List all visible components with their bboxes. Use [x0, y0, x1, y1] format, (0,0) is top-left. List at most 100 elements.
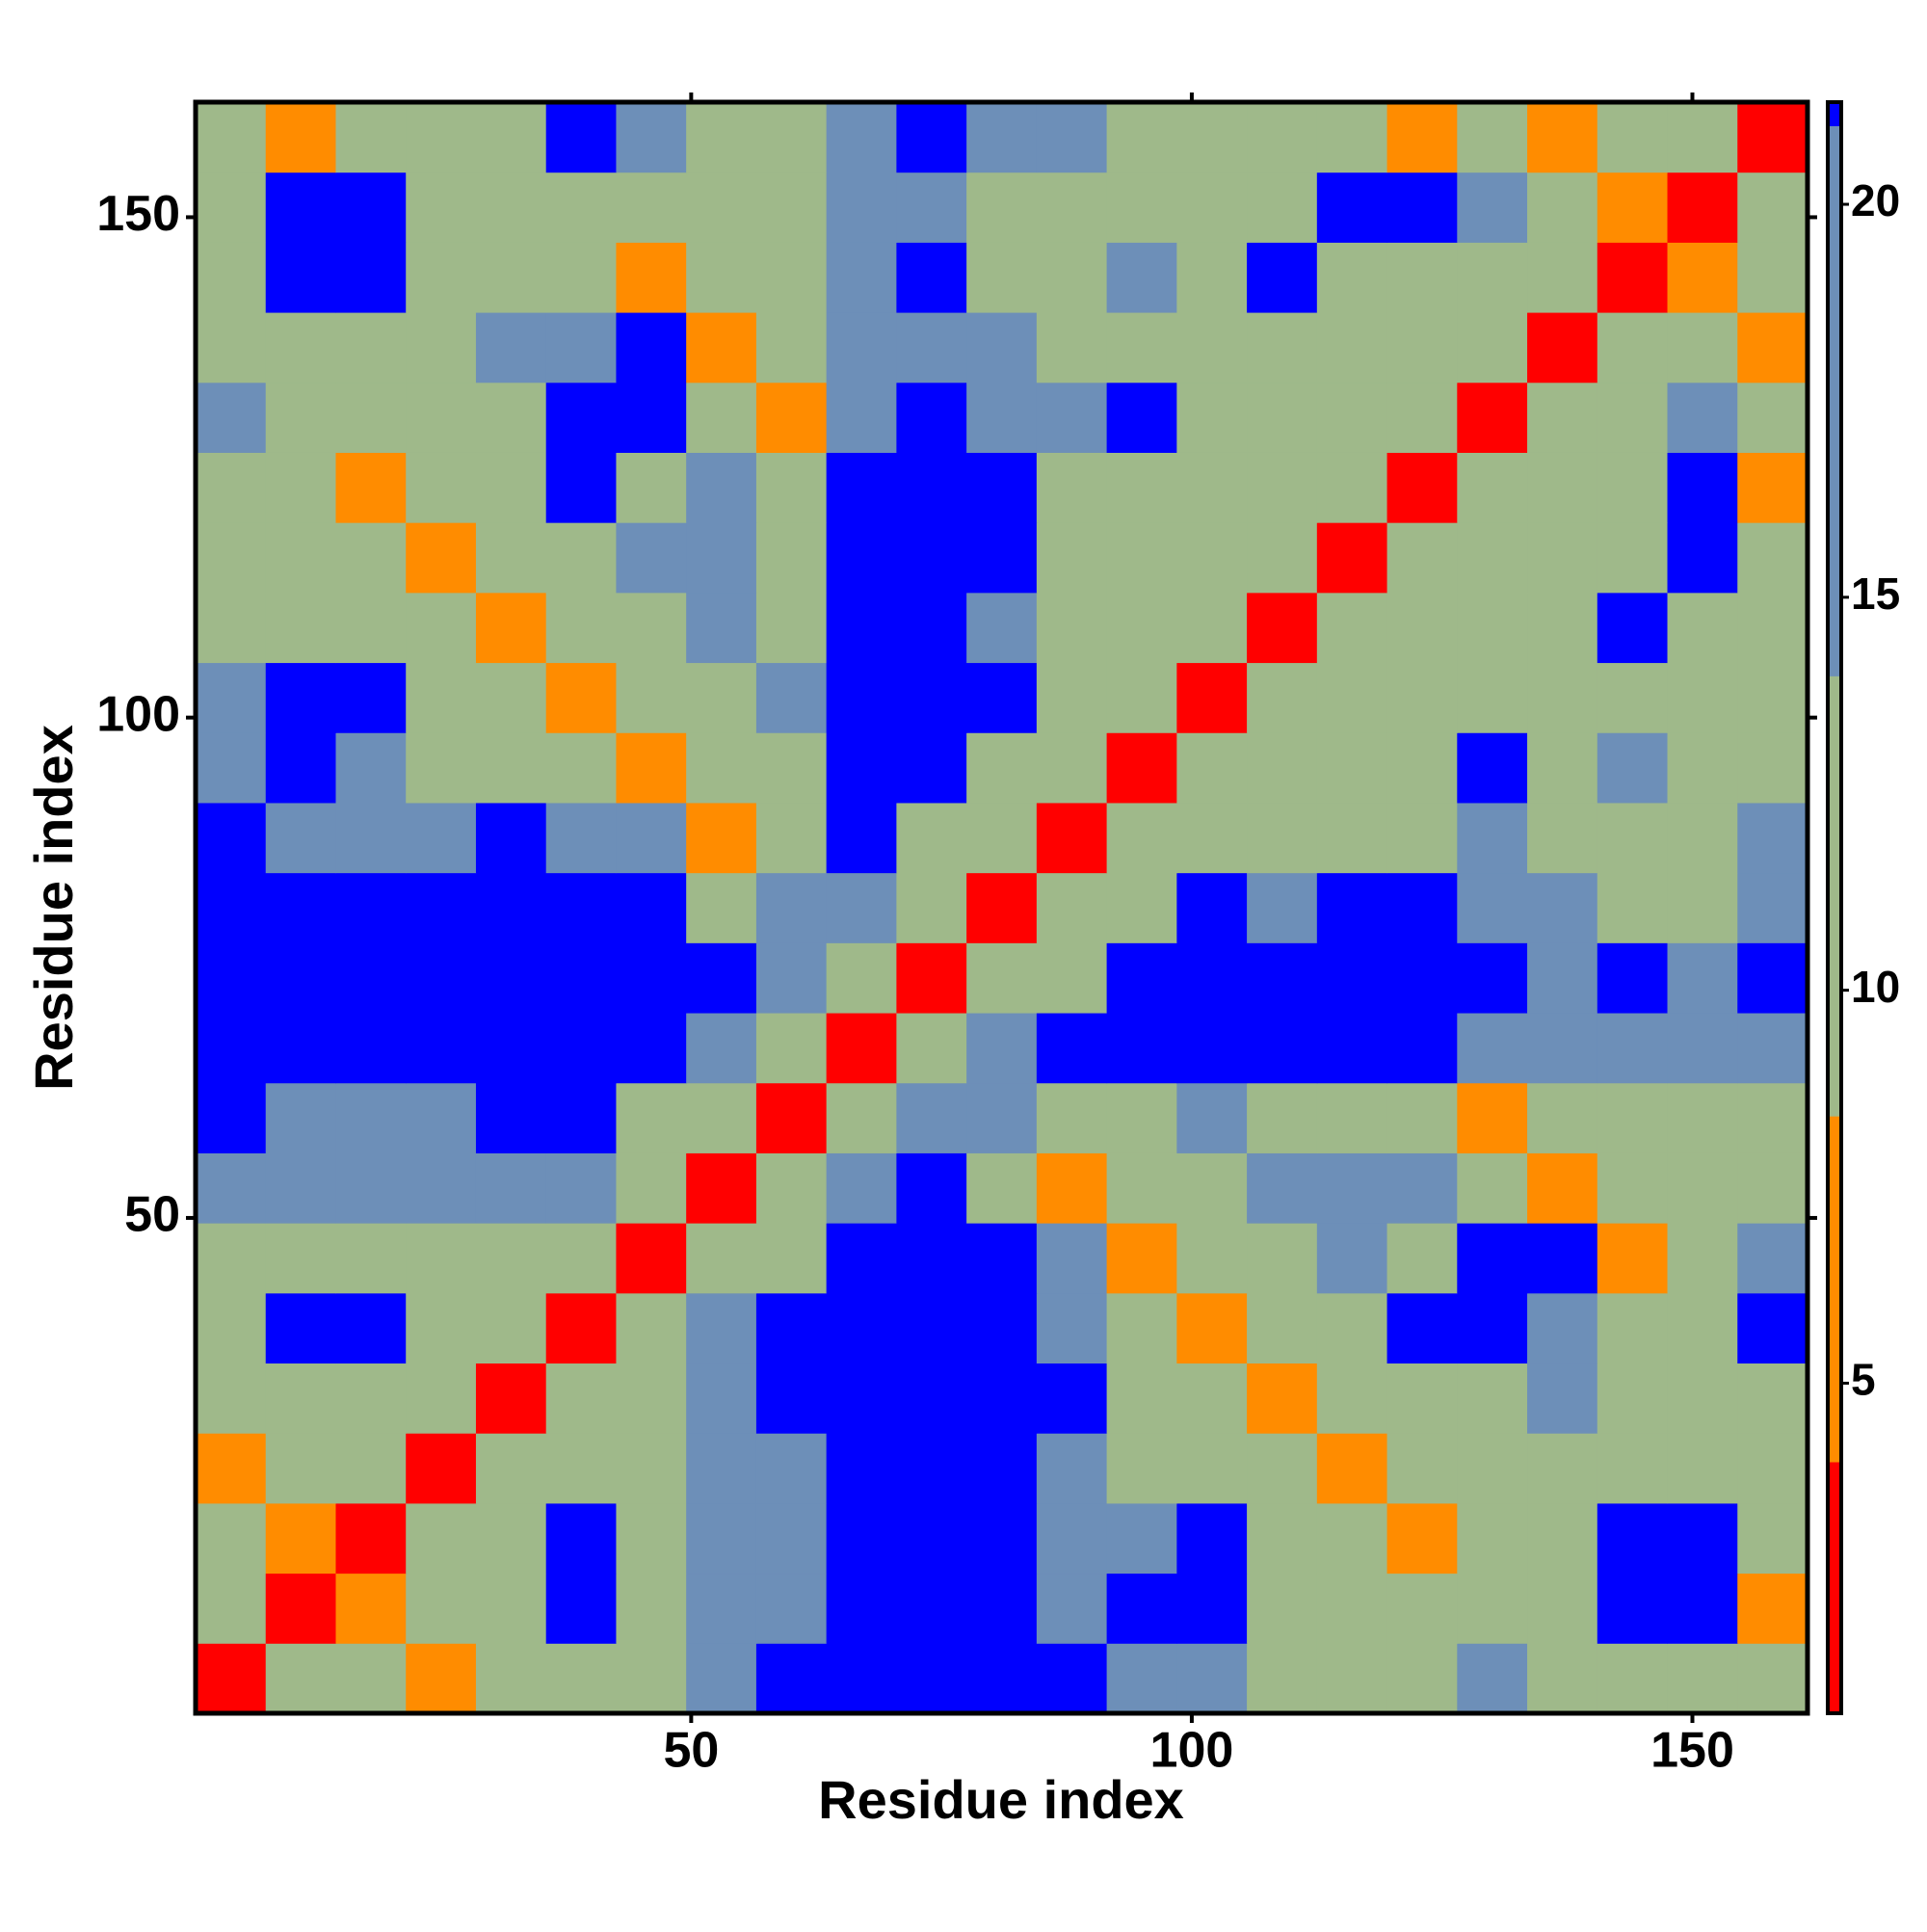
heatmap-cell — [1316, 942, 1388, 1014]
heatmap-cell — [1036, 1013, 1108, 1084]
heatmap-cell — [755, 942, 828, 1014]
colorbar-segment — [1828, 1462, 1841, 1714]
heatmap-cell — [475, 172, 547, 243]
heatmap-cell — [265, 732, 336, 804]
heatmap-cell — [1386, 732, 1458, 804]
heatmap-cell — [1036, 242, 1108, 313]
heatmap-cell — [1527, 1433, 1598, 1504]
heatmap-cell — [1316, 872, 1388, 943]
heatmap-cell — [826, 1223, 897, 1294]
heatmap-cell — [1036, 102, 1108, 173]
heatmap-cell — [1176, 312, 1248, 384]
heatmap-cell — [826, 1013, 897, 1084]
heatmap-cell — [616, 1433, 687, 1504]
heatmap-cell — [1106, 1363, 1177, 1434]
heatmap-cell — [196, 1152, 267, 1224]
heatmap-cell — [616, 382, 687, 453]
heatmap-cell — [755, 1152, 828, 1224]
heatmap-cell — [1457, 102, 1528, 173]
heatmap-cell — [826, 802, 897, 874]
heatmap-cell — [335, 312, 407, 384]
heatmap-cell — [1036, 942, 1108, 1014]
heatmap-cell — [966, 102, 1038, 173]
heatmap-cell — [1386, 592, 1458, 664]
heatmap-cell — [966, 1363, 1038, 1434]
heatmap-cell — [1036, 1223, 1108, 1294]
heatmap-cell — [1667, 872, 1738, 943]
heatmap-cell — [1106, 1152, 1177, 1224]
heatmap-cell — [1457, 1082, 1528, 1153]
heatmap-cell — [966, 732, 1038, 804]
heatmap-cell — [826, 1502, 897, 1575]
heatmap-cell — [1247, 1573, 1318, 1644]
heatmap-cell — [826, 1433, 897, 1504]
heatmap-cell — [335, 1363, 407, 1434]
heatmap-cell — [826, 172, 897, 243]
heatmap-cell — [896, 1223, 967, 1294]
heatmap-cell — [1597, 312, 1669, 384]
heatmap-cell — [196, 1502, 267, 1575]
heatmap-cell — [335, 1152, 407, 1224]
heatmap-cell — [1106, 1013, 1177, 1084]
heatmap-cell — [196, 1223, 267, 1294]
heatmap-cell — [1737, 1013, 1808, 1084]
heatmap-cell — [1737, 942, 1808, 1014]
heatmap-cell — [686, 732, 757, 804]
heatmap-cell — [896, 242, 967, 313]
heatmap-cell — [1597, 1013, 1669, 1084]
heatmap-cell — [1597, 802, 1669, 874]
heatmap-cell — [1667, 732, 1738, 804]
heatmap-cell — [1247, 732, 1318, 804]
heatmap-cell — [335, 242, 407, 313]
heatmap-cell — [1247, 592, 1318, 664]
heatmap-cell — [475, 1292, 547, 1364]
colorbar-tick-label: 10 — [1851, 962, 1900, 1012]
heatmap-cell — [475, 102, 547, 173]
heatmap-cell — [1667, 1152, 1738, 1224]
heatmap-cell — [616, 102, 687, 173]
heatmap-cell — [1316, 522, 1388, 594]
heatmap-cell — [406, 312, 477, 384]
heatmap-cell — [265, 872, 336, 943]
heatmap-cell — [1667, 1433, 1738, 1504]
heatmap-cell — [1527, 942, 1598, 1014]
heatmap-cell — [966, 1082, 1038, 1153]
heatmap-cell — [196, 172, 267, 243]
heatmap-cell — [196, 1573, 267, 1644]
heatmap-cell — [896, 732, 967, 804]
heatmap-cell — [265, 1152, 336, 1224]
heatmap-cell — [1176, 1502, 1248, 1575]
heatmap-cell — [1106, 1643, 1177, 1714]
heatmap-cell — [1457, 522, 1528, 594]
heatmap-cell — [1036, 1152, 1108, 1224]
heatmap-cell — [755, 1363, 828, 1434]
heatmap-cell — [475, 732, 547, 804]
heatmap-cell — [896, 382, 967, 453]
heatmap-cell — [966, 1643, 1038, 1714]
heatmap-cell — [1527, 312, 1598, 384]
heatmap-cell — [1106, 872, 1177, 943]
heatmap-cell — [1176, 102, 1248, 173]
colorbar-segment — [1828, 125, 1841, 676]
heatmap-cell — [1247, 522, 1318, 594]
heatmap-cell — [406, 1363, 477, 1434]
heatmap-cell — [966, 872, 1038, 943]
heatmap-cell — [1176, 172, 1248, 243]
heatmap-cell — [826, 1643, 897, 1714]
heatmap-cell — [1457, 942, 1528, 1014]
heatmap-cell — [1737, 1502, 1808, 1575]
heatmap-cell — [545, 1292, 617, 1364]
heatmap-cell — [826, 1152, 897, 1224]
heatmap-cell — [826, 872, 897, 943]
heatmap-cell — [475, 312, 547, 384]
heatmap-cell — [1247, 1502, 1318, 1575]
heatmap-cell — [1667, 102, 1738, 173]
heatmap-cell — [826, 102, 897, 173]
heatmap-cell — [896, 1363, 967, 1434]
heatmap-cell — [335, 1573, 407, 1644]
heatmap-cell — [1737, 1433, 1808, 1504]
heatmap-cell — [1316, 662, 1388, 733]
heatmap-cell — [196, 872, 267, 943]
heatmap-cell — [545, 242, 617, 313]
heatmap-cell — [406, 942, 477, 1014]
